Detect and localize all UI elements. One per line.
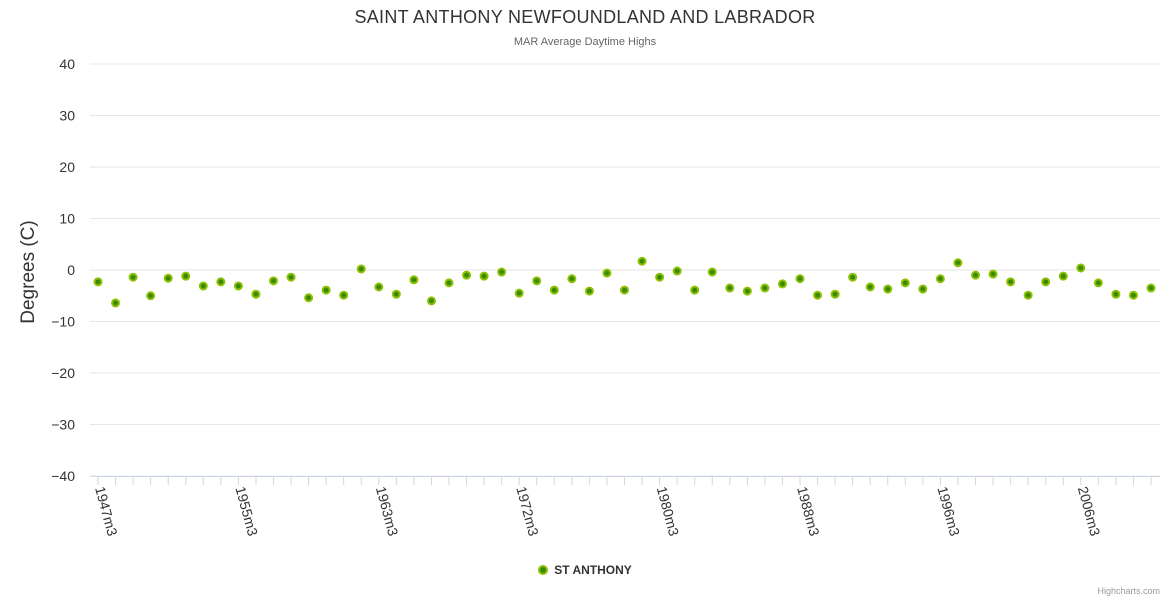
- y-tick-label: −20: [51, 365, 75, 381]
- y-tick-label: −40: [51, 468, 75, 484]
- data-point: [830, 289, 840, 299]
- data-point: [988, 269, 998, 279]
- data-point: [514, 288, 524, 298]
- legend-label: ST ANTHONY: [554, 563, 632, 577]
- x-tick-label: 1963m3: [373, 485, 402, 538]
- data-point: [1006, 277, 1016, 287]
- x-tick-label: 1980m3: [654, 485, 683, 538]
- data-point: [883, 284, 893, 294]
- y-tick-label: 40: [59, 56, 75, 72]
- data-point: [1093, 278, 1103, 288]
- x-tick-label: 1947m3: [92, 485, 121, 538]
- y-tick-label: 30: [59, 108, 75, 124]
- data-point: [813, 290, 823, 300]
- y-tick-label: 20: [59, 159, 75, 175]
- data-point: [690, 285, 700, 295]
- x-tick-label: 2006m3: [1075, 485, 1104, 538]
- y-tick-label: 0: [67, 262, 75, 278]
- data-point: [356, 264, 366, 274]
- y-tick-label: −30: [51, 417, 75, 433]
- data-point: [620, 285, 629, 295]
- chart-subtitle: MAR Average Daytime Highs: [513, 36, 657, 48]
- data-point: [128, 272, 138, 282]
- y-tick-label: 10: [59, 211, 75, 227]
- y-axis-title: Degrees (C): [18, 220, 39, 323]
- credits-link[interactable]: Highcharts.com: [1097, 586, 1160, 596]
- data-point: [93, 277, 103, 287]
- data-point: [1111, 289, 1121, 299]
- data-point: [339, 290, 349, 300]
- legend-item-st-anthony[interactable]: ST ANTHONY: [0, 563, 1170, 577]
- data-point: [637, 256, 647, 266]
- data-point: [269, 276, 278, 286]
- data-point: [848, 272, 858, 282]
- data-point: [374, 282, 384, 292]
- data-point: [584, 286, 594, 296]
- data-point: [532, 276, 542, 286]
- data-point: [497, 267, 507, 277]
- data-point: [391, 289, 401, 299]
- data-point: [462, 270, 472, 280]
- data-point: [549, 285, 559, 295]
- data-point: [1076, 263, 1086, 273]
- data-point: [1146, 283, 1156, 293]
- data-point: [1041, 277, 1051, 287]
- data-point: [409, 275, 419, 285]
- data-point: [760, 283, 770, 293]
- data-point: [146, 291, 156, 301]
- legend-marker-icon: [538, 565, 549, 575]
- data-point: [672, 266, 682, 276]
- x-tick-label: 1996m3: [935, 485, 964, 538]
- data-point: [935, 274, 945, 284]
- data-point: [725, 283, 735, 293]
- data-point: [286, 272, 296, 282]
- data-point: [655, 272, 665, 282]
- data-point: [198, 281, 208, 291]
- data-point: [479, 271, 489, 281]
- data-point: [865, 282, 875, 292]
- y-tick-label: −10: [51, 314, 75, 330]
- data-point: [163, 273, 173, 283]
- data-point: [426, 296, 436, 306]
- data-point: [602, 268, 612, 278]
- data-point: [918, 284, 928, 294]
- data-point: [971, 270, 980, 280]
- data-point: [953, 258, 963, 268]
- data-point: [111, 298, 121, 308]
- x-tick-label: 1988m3: [794, 485, 823, 538]
- data-point: [707, 267, 717, 277]
- data-point: [216, 277, 226, 287]
- data-point: [742, 286, 752, 296]
- data-point: [1023, 290, 1033, 300]
- data-point: [181, 271, 191, 281]
- x-tick-label: 1972m3: [513, 485, 542, 538]
- data-point: [900, 278, 910, 288]
- data-point: [567, 274, 577, 284]
- data-point: [777, 279, 787, 289]
- data-point: [304, 293, 314, 303]
- data-point: [1128, 290, 1138, 300]
- data-point: [795, 274, 805, 284]
- chart-title: SAINT ANTHONY NEWFOUNDLAND AND LABRADOR: [354, 7, 816, 27]
- data-point: [444, 278, 454, 288]
- x-tick-label: 1955m3: [233, 485, 262, 538]
- data-point: [1058, 271, 1068, 281]
- data-point: [251, 289, 261, 299]
- data-point: [321, 285, 331, 295]
- data-point: [233, 281, 243, 291]
